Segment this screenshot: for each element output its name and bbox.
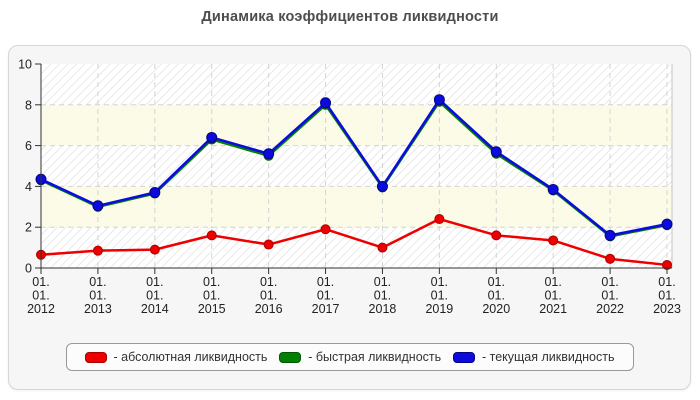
- svg-text:2018: 2018: [369, 302, 397, 316]
- svg-text:0: 0: [25, 262, 32, 276]
- x-axis-labels: 01.01.201201.01.201301.01.201401.01.2015…: [27, 275, 681, 316]
- legend-label-absolute-liquidity: - абсолютная ликвидность: [113, 350, 268, 364]
- point-absolute-liquidity: [149, 244, 160, 255]
- point-current-liquidity: [376, 180, 388, 192]
- chart-page: Динамика коэффициентов ликвидности 0 2 4 6 8…: [0, 9, 700, 390]
- legend-label-quick-liquidity: - быстрая ликвидность: [308, 350, 442, 364]
- series-current-liquidity: [35, 94, 673, 241]
- svg-text:2014: 2014: [141, 302, 169, 316]
- legend-item-absolute-liquidity: - абсолютная ликвидность: [84, 350, 268, 364]
- svg-text:01.: 01.: [601, 275, 618, 289]
- svg-text:2020: 2020: [482, 302, 510, 316]
- svg-text:01.: 01.: [203, 275, 220, 289]
- svg-text:01.: 01.: [317, 289, 334, 303]
- svg-text:2019: 2019: [425, 302, 453, 316]
- svg-text:4: 4: [25, 180, 32, 194]
- axes: [35, 63, 672, 274]
- svg-text:2012: 2012: [27, 302, 55, 316]
- point-absolute-liquidity: [605, 253, 616, 264]
- svg-text:01.: 01.: [203, 289, 220, 303]
- svg-text:2022: 2022: [596, 302, 624, 316]
- point-absolute-liquidity: [263, 239, 274, 250]
- svg-text:2015: 2015: [198, 302, 226, 316]
- legend-swatch-absolute-liquidity: [84, 351, 107, 363]
- svg-text:01.: 01.: [317, 275, 334, 289]
- legend-label-current-liquidity: - текущая ликвидность: [481, 350, 615, 364]
- legend-item-current-liquidity: - текущая ликвидность: [452, 350, 615, 364]
- svg-text:01.: 01.: [260, 275, 277, 289]
- svg-text:2021: 2021: [539, 302, 567, 316]
- point-current-liquidity: [661, 218, 673, 230]
- point-absolute-liquidity: [206, 230, 217, 241]
- point-current-liquidity: [92, 200, 104, 212]
- svg-text:01.: 01.: [374, 289, 391, 303]
- svg-text:01.: 01.: [544, 289, 561, 303]
- chart-legend: - абсолютная ликвидность - быстрая ликви…: [65, 343, 634, 371]
- svg-text:2023: 2023: [653, 302, 681, 316]
- point-absolute-liquidity: [320, 224, 331, 235]
- chart-title: Динамика коэффициентов ликвидности: [201, 9, 499, 25]
- series-absolute-liquidity: [36, 214, 672, 270]
- gridlines: [41, 64, 672, 268]
- point-absolute-liquidity: [92, 245, 103, 256]
- svg-text:01.: 01.: [89, 275, 106, 289]
- point-current-liquidity: [433, 94, 445, 106]
- point-current-liquidity: [490, 146, 502, 158]
- point-current-liquidity: [263, 148, 275, 160]
- svg-text:01.: 01.: [488, 289, 505, 303]
- svg-text:01.: 01.: [488, 275, 505, 289]
- point-absolute-liquidity: [434, 214, 445, 225]
- svg-text:01.: 01.: [431, 289, 448, 303]
- svg-text:2016: 2016: [255, 302, 283, 316]
- svg-text:01.: 01.: [374, 275, 391, 289]
- svg-text:01.: 01.: [260, 289, 277, 303]
- svg-text:2017: 2017: [312, 302, 340, 316]
- svg-text:2013: 2013: [84, 302, 112, 316]
- svg-text:01.: 01.: [89, 289, 106, 303]
- liquidity-line-chart: 024681001.01.201201.01.201301.01.201401.…: [18, 58, 681, 317]
- legend-item-quick-liquidity: - быстрая ликвидность: [279, 350, 441, 364]
- point-current-liquidity: [206, 131, 218, 143]
- point-current-liquidity: [547, 183, 559, 195]
- svg-text:10: 10: [18, 58, 32, 72]
- svg-text:01.: 01.: [32, 275, 49, 289]
- legend-swatch-current-liquidity: [452, 351, 475, 363]
- svg-text:01.: 01.: [601, 289, 618, 303]
- y-axis-labels: 0 2 4 6 8 10: [18, 58, 32, 276]
- point-current-liquidity: [149, 187, 161, 199]
- svg-text:01.: 01.: [431, 275, 448, 289]
- point-current-liquidity: [320, 97, 332, 109]
- svg-text:01.: 01.: [32, 289, 49, 303]
- point-absolute-liquidity: [548, 235, 559, 246]
- svg-text:8: 8: [25, 98, 32, 112]
- legend-swatch-quick-liquidity: [279, 351, 302, 363]
- point-absolute-liquidity: [377, 242, 388, 253]
- svg-text:2: 2: [25, 221, 32, 235]
- svg-text:01.: 01.: [146, 275, 163, 289]
- point-absolute-liquidity: [491, 230, 502, 241]
- svg-text:01.: 01.: [146, 289, 163, 303]
- svg-text:01.: 01.: [658, 289, 675, 303]
- chart-box: 0 2 4 6 8 10 01. 01. 2012 01. 01. 2013 01. 01. 2014 01.…: [8, 45, 691, 390]
- svg-text:6: 6: [25, 139, 32, 153]
- point-current-liquidity: [604, 229, 616, 241]
- svg-text:01.: 01.: [658, 275, 675, 289]
- svg-text:01.: 01.: [544, 275, 561, 289]
